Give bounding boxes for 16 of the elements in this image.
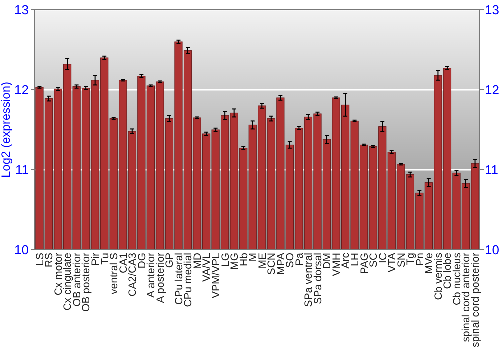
y2-tick-label: 12 <box>485 82 500 98</box>
y-axis-title: Log2 (expression) <box>0 82 13 178</box>
x-tick-label: PAG <box>358 253 371 274</box>
y-tick-label: 13 <box>14 2 29 18</box>
y2-tick-label: 10 <box>485 242 500 258</box>
x-tick-label: OB posterior <box>80 252 93 312</box>
y-tick-label: 11 <box>16 162 29 178</box>
y2-tick-label: 13 <box>485 2 500 18</box>
x-tick-label: LG <box>220 253 232 268</box>
x-tick-label: LS <box>34 253 46 266</box>
y-tick-label: 12 <box>14 82 29 98</box>
x-tick-label: SPa dorsal <box>312 253 324 304</box>
x-tick-label: Tg <box>405 252 418 266</box>
y2-tick-label: 11 <box>485 162 498 178</box>
y-tick-label: 10 <box>14 242 29 258</box>
x-tick-label: Hb <box>238 252 250 266</box>
